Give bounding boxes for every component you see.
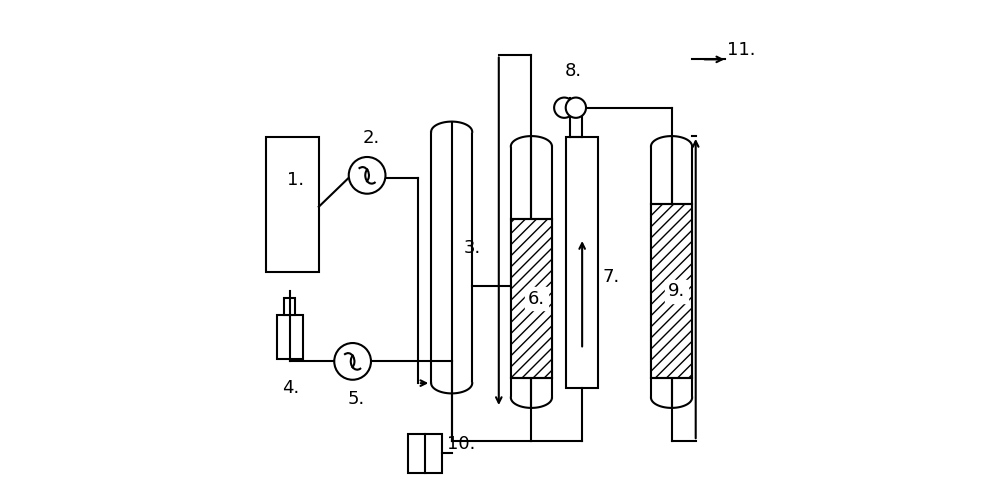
Text: 11.: 11.	[727, 41, 756, 59]
Bar	[511, 219, 552, 378]
Bar	[431, 132, 472, 383]
Polygon shape	[651, 136, 692, 146]
Bar	[284, 298, 295, 315]
Text: 6.: 6.	[528, 290, 545, 308]
Polygon shape	[431, 122, 472, 132]
Bar	[511, 146, 552, 398]
Text: 10.: 10.	[447, 434, 475, 452]
Text: 1.: 1.	[287, 171, 305, 189]
Circle shape	[334, 343, 371, 380]
Text: 4.: 4.	[283, 379, 300, 397]
Bar	[408, 434, 442, 472]
Bar	[277, 315, 303, 359]
Circle shape	[554, 98, 574, 118]
Text: 2.: 2.	[362, 129, 380, 147]
Text: 8.: 8.	[565, 63, 582, 81]
Text: 3.: 3.	[464, 239, 481, 257]
Circle shape	[349, 157, 385, 194]
Polygon shape	[511, 398, 552, 408]
Bar	[651, 146, 692, 398]
Bar	[566, 137, 598, 388]
Text: 7.: 7.	[603, 268, 620, 286]
Polygon shape	[511, 136, 552, 146]
Circle shape	[566, 98, 586, 118]
Bar	[266, 137, 319, 272]
Polygon shape	[651, 398, 692, 408]
Text: 9.: 9.	[668, 282, 685, 300]
Text: 5.: 5.	[348, 390, 365, 408]
Bar	[651, 204, 692, 378]
Polygon shape	[431, 383, 472, 393]
